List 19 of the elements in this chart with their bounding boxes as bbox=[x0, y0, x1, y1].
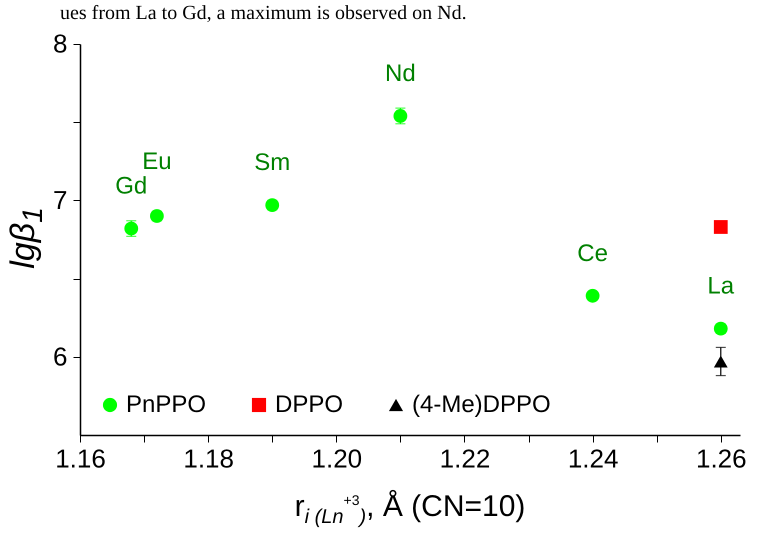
y-tick-label: 7 bbox=[53, 184, 68, 215]
legend-label: DPPO bbox=[275, 391, 344, 418]
x-tick-label: 1.20 bbox=[312, 444, 362, 474]
x-tick-label: 1.16 bbox=[55, 444, 106, 474]
y-tick-label: 6 bbox=[53, 341, 68, 372]
annotation: Nd bbox=[385, 60, 416, 87]
annotation: Sm bbox=[254, 149, 290, 176]
annotation: Eu bbox=[142, 148, 172, 176]
text: ues from La to Gd, a maximum is observed on Nd. bbox=[60, 2, 467, 25]
legend-label: (4-Me)DPPO bbox=[412, 391, 551, 418]
annotation: La bbox=[707, 272, 735, 300]
x-tick-label: 1.18 bbox=[183, 444, 234, 474]
annotation: Ce bbox=[577, 240, 608, 267]
annotation: Gd bbox=[115, 172, 148, 200]
legend-label: PnPPO bbox=[126, 391, 206, 418]
y-tick-label: 8 bbox=[53, 28, 68, 58]
x-tick-label: 1.24 bbox=[568, 444, 618, 474]
x-tick-label: 1.22 bbox=[440, 444, 490, 474]
x-tick-label: 1.26 bbox=[696, 444, 747, 474]
